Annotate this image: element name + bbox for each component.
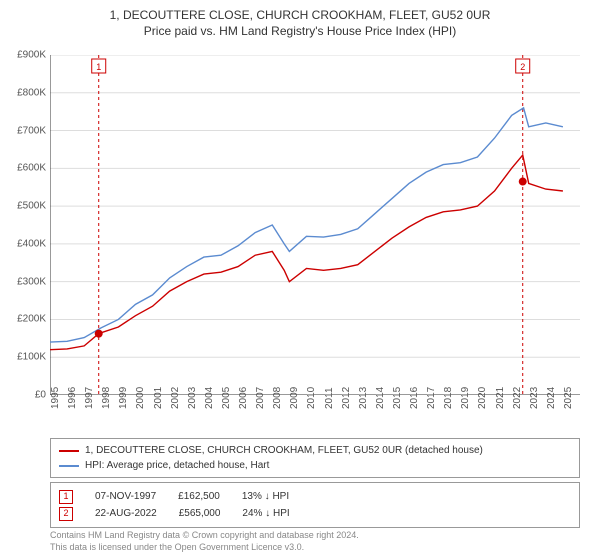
legend-label-1: HPI: Average price, detached house, Hart: [85, 458, 269, 473]
y-axis-label: £0: [0, 390, 46, 401]
chart-subtitle: Price paid vs. HM Land Registry's House …: [0, 24, 600, 38]
legend-row-1: HPI: Average price, detached house, Hart: [59, 458, 571, 473]
legend-swatch-1: [59, 465, 79, 467]
legend-swatch-0: [59, 450, 79, 452]
transaction-delta-1: 24% ↓ HPI: [242, 505, 289, 522]
plot-svg: 12: [50, 55, 580, 395]
transaction-price-0: £162,500: [178, 488, 220, 505]
y-axis-label: £300K: [0, 276, 46, 287]
legend-row-0: 1, DECOUTTERE CLOSE, CHURCH CROOKHAM, FL…: [59, 443, 571, 458]
y-axis-label: £200K: [0, 314, 46, 325]
chart-container: 1, DECOUTTERE CLOSE, CHURCH CROOKHAM, FL…: [0, 0, 600, 560]
transaction-delta-0: 13% ↓ HPI: [242, 488, 289, 505]
transaction-row-0: 1 07-NOV-1997 £162,500 13% ↓ HPI: [59, 488, 571, 505]
attribution-line-2: This data is licensed under the Open Gov…: [50, 542, 580, 554]
plot-area: 12 £0£100K£200K£300K£400K£500K£600K£700K…: [50, 55, 580, 395]
legend-box: 1, DECOUTTERE CLOSE, CHURCH CROOKHAM, FL…: [50, 438, 580, 478]
y-axis-label: £500K: [0, 201, 46, 212]
y-axis-label: £100K: [0, 352, 46, 363]
y-axis-label: £400K: [0, 238, 46, 249]
svg-text:2: 2: [520, 62, 525, 72]
transaction-badge-0: 1: [59, 490, 73, 504]
legend-label-0: 1, DECOUTTERE CLOSE, CHURCH CROOKHAM, FL…: [85, 443, 483, 458]
y-axis-label: £700K: [0, 125, 46, 136]
transaction-row-1: 2 22-AUG-2022 £565,000 24% ↓ HPI: [59, 505, 571, 522]
transaction-price-1: £565,000: [179, 505, 221, 522]
transaction-date-0: 07-NOV-1997: [95, 488, 156, 505]
y-axis-label: £800K: [0, 87, 46, 98]
transactions-box: 1 07-NOV-1997 £162,500 13% ↓ HPI 2 22-AU…: [50, 482, 580, 528]
transaction-date-1: 22-AUG-2022: [95, 505, 157, 522]
transaction-badge-1: 2: [59, 507, 73, 521]
y-axis-label: £600K: [0, 163, 46, 174]
y-axis-label: £900K: [0, 50, 46, 61]
chart-title: 1, DECOUTTERE CLOSE, CHURCH CROOKHAM, FL…: [0, 0, 600, 22]
attribution: Contains HM Land Registry data © Crown c…: [50, 530, 580, 553]
x-axis-label: 2025: [563, 387, 591, 409]
attribution-line-1: Contains HM Land Registry data © Crown c…: [50, 530, 580, 542]
svg-text:1: 1: [96, 62, 101, 72]
